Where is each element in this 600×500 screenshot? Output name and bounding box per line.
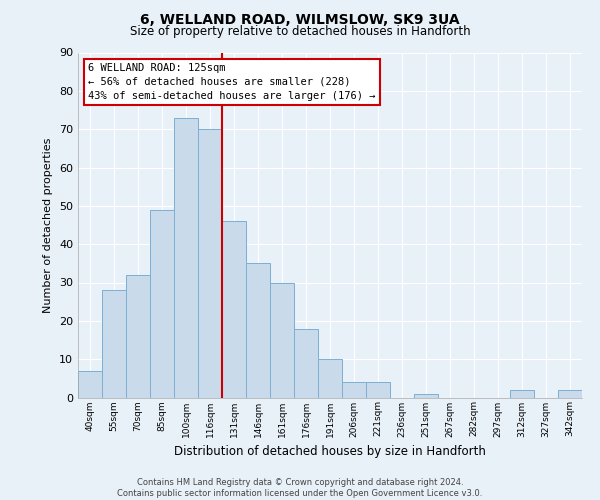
- Bar: [102, 290, 126, 398]
- Bar: [222, 221, 246, 398]
- Bar: [78, 370, 102, 398]
- Bar: [246, 264, 270, 398]
- Text: 6, WELLAND ROAD, WILMSLOW, SK9 3UA: 6, WELLAND ROAD, WILMSLOW, SK9 3UA: [140, 12, 460, 26]
- Bar: [174, 118, 198, 398]
- Text: Size of property relative to detached houses in Handforth: Size of property relative to detached ho…: [130, 25, 470, 38]
- Bar: [126, 275, 150, 398]
- Bar: [414, 394, 438, 398]
- Text: 6 WELLAND ROAD: 125sqm
← 56% of detached houses are smaller (228)
43% of semi-de: 6 WELLAND ROAD: 125sqm ← 56% of detached…: [88, 63, 376, 101]
- Bar: [342, 382, 366, 398]
- Bar: [510, 390, 534, 398]
- Bar: [318, 359, 342, 398]
- Bar: [198, 129, 222, 398]
- Bar: [270, 282, 294, 398]
- Bar: [294, 328, 318, 398]
- X-axis label: Distribution of detached houses by size in Handforth: Distribution of detached houses by size …: [174, 445, 486, 458]
- Text: Contains HM Land Registry data © Crown copyright and database right 2024.
Contai: Contains HM Land Registry data © Crown c…: [118, 478, 482, 498]
- Y-axis label: Number of detached properties: Number of detached properties: [43, 138, 53, 312]
- Bar: [366, 382, 390, 398]
- Bar: [150, 210, 174, 398]
- Bar: [558, 390, 582, 398]
